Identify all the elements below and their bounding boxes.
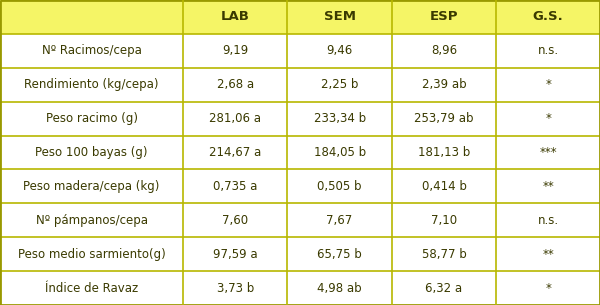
Text: 9,46: 9,46 — [326, 44, 353, 57]
Bar — [496, 0, 600, 34]
Text: 0,505 b: 0,505 b — [317, 180, 362, 193]
Text: Nº pámpanos/cepa: Nº pámpanos/cepa — [35, 214, 148, 227]
Text: G.S.: G.S. — [533, 10, 563, 23]
Text: 281,06 a: 281,06 a — [209, 112, 261, 125]
Text: 2,68 a: 2,68 a — [217, 78, 254, 91]
Text: Peso racimo (g): Peso racimo (g) — [46, 112, 137, 125]
Text: ***: *** — [539, 146, 557, 159]
Text: Peso madera/cepa (kg): Peso madera/cepa (kg) — [23, 180, 160, 193]
Bar — [0, 102, 600, 135]
Text: 97,59 a: 97,59 a — [213, 248, 257, 261]
Text: 7,60: 7,60 — [222, 214, 248, 227]
Text: **: ** — [542, 180, 554, 193]
Bar — [0, 34, 600, 68]
Text: 6,32 a: 6,32 a — [425, 282, 463, 295]
Text: 181,13 b: 181,13 b — [418, 146, 470, 159]
Text: 2,39 ab: 2,39 ab — [422, 78, 466, 91]
Text: *: * — [545, 78, 551, 91]
Text: 0,735 a: 0,735 a — [213, 180, 257, 193]
Bar — [0, 68, 600, 102]
Bar — [287, 0, 392, 34]
Text: 58,77 b: 58,77 b — [422, 248, 466, 261]
Text: 253,79 ab: 253,79 ab — [414, 112, 474, 125]
Bar — [183, 0, 287, 34]
Text: SEM: SEM — [323, 10, 356, 23]
Text: n.s.: n.s. — [538, 214, 559, 227]
Text: *: * — [545, 112, 551, 125]
Bar — [0, 203, 600, 237]
Text: Índice de Ravaz: Índice de Ravaz — [45, 282, 138, 295]
Text: **: ** — [542, 248, 554, 261]
Text: Nº Racimos/cepa: Nº Racimos/cepa — [41, 44, 142, 57]
Text: 7,10: 7,10 — [431, 214, 457, 227]
Text: n.s.: n.s. — [538, 44, 559, 57]
Bar — [0, 170, 600, 203]
Text: 7,67: 7,67 — [326, 214, 353, 227]
Text: Peso 100 bayas (g): Peso 100 bayas (g) — [35, 146, 148, 159]
Text: 0,414 b: 0,414 b — [422, 180, 466, 193]
Text: Rendimiento (kg/cepa): Rendimiento (kg/cepa) — [24, 78, 159, 91]
Bar — [0, 237, 600, 271]
Text: 9,19: 9,19 — [222, 44, 248, 57]
Text: 8,96: 8,96 — [431, 44, 457, 57]
Text: ESP: ESP — [430, 10, 458, 23]
Text: Peso medio sarmiento(g): Peso medio sarmiento(g) — [17, 248, 166, 261]
Text: 2,25 b: 2,25 b — [321, 78, 358, 91]
Bar — [0, 0, 183, 34]
Text: 4,98 ab: 4,98 ab — [317, 282, 362, 295]
Text: *: * — [545, 282, 551, 295]
Text: 184,05 b: 184,05 b — [314, 146, 365, 159]
Text: 3,73 b: 3,73 b — [217, 282, 254, 295]
Bar — [392, 0, 496, 34]
Bar — [0, 135, 600, 170]
Text: 214,67 a: 214,67 a — [209, 146, 262, 159]
Text: LAB: LAB — [221, 10, 250, 23]
Text: 233,34 b: 233,34 b — [314, 112, 365, 125]
Text: 65,75 b: 65,75 b — [317, 248, 362, 261]
Bar — [0, 271, 600, 305]
